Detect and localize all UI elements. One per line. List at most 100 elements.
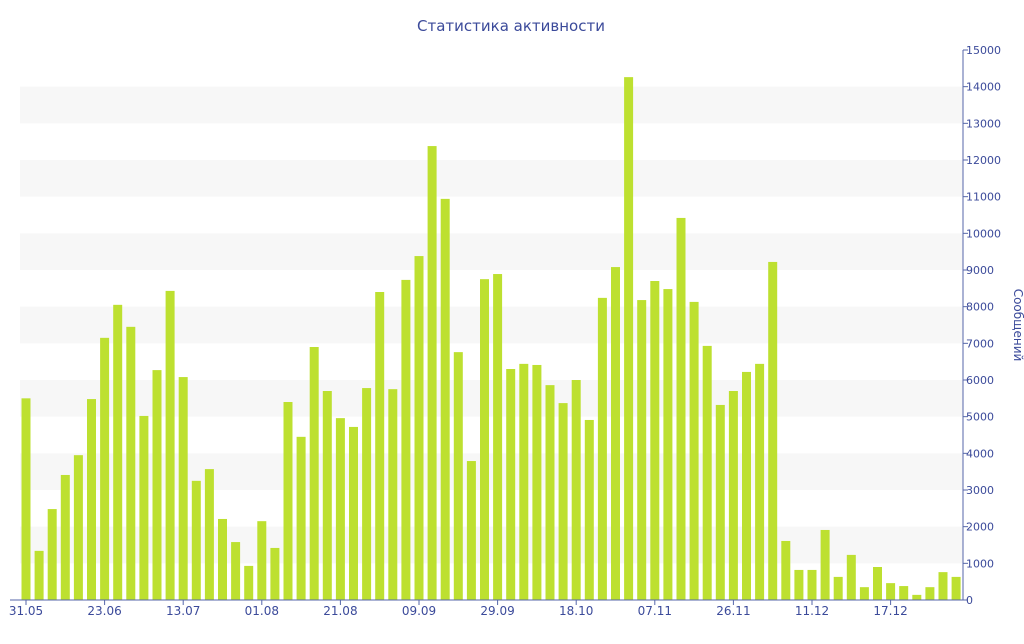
y-tick-label: 15000 (966, 44, 1001, 57)
bar (873, 567, 882, 600)
bar (47, 509, 57, 600)
y-tick-label: 3000 (966, 484, 994, 497)
y-tick-label: 9000 (966, 264, 994, 277)
bar (715, 404, 725, 600)
bar (73, 455, 83, 600)
bar (833, 576, 843, 600)
bar (375, 292, 385, 600)
bar (453, 352, 463, 600)
bar (899, 586, 909, 600)
grid-band (20, 233, 963, 270)
bar (218, 518, 227, 600)
bar (100, 337, 110, 600)
x-tick-label: 26.11 (716, 604, 750, 618)
bar (820, 529, 830, 600)
bar (60, 474, 70, 600)
bar (951, 576, 961, 600)
bar (231, 542, 241, 600)
bar (270, 547, 280, 600)
grid-band (20, 380, 963, 417)
x-tick-label: 21.08 (323, 604, 357, 618)
x-tick-label: 11.12 (795, 604, 829, 618)
bar (859, 587, 869, 600)
y-tick-label: 12000 (966, 154, 1001, 167)
bar (401, 279, 411, 600)
bar (886, 583, 896, 600)
chart-title: Статистика активности (417, 17, 605, 35)
bar (558, 403, 568, 600)
bar (204, 469, 214, 600)
bar (663, 289, 673, 600)
bar (584, 419, 594, 600)
y-tick-label: 10000 (966, 227, 1001, 240)
bar (807, 569, 817, 600)
bar (781, 540, 791, 600)
bar (702, 345, 712, 600)
x-tick-label: 07.11 (638, 604, 672, 618)
bar (637, 300, 647, 600)
y-tick-label: 2000 (966, 521, 994, 534)
bar (532, 364, 542, 600)
x-tick-label: 09.09 (402, 604, 436, 618)
bar (322, 391, 332, 600)
y-tick-label: 11000 (966, 191, 1001, 204)
bar (480, 279, 489, 600)
bar (335, 418, 345, 600)
bar (244, 565, 254, 600)
bar (846, 554, 856, 600)
bar (21, 398, 31, 600)
bar (178, 377, 188, 600)
bar (650, 281, 660, 600)
bar (257, 521, 267, 600)
x-tick-label: 17.12 (873, 604, 907, 618)
bar (571, 380, 581, 600)
bar (283, 402, 293, 600)
y-tick-label: 13000 (966, 117, 1001, 130)
y-axis-label: Сообщений (1011, 289, 1024, 362)
y-tick-label: 5000 (966, 411, 994, 424)
x-tick-label: 23.06 (87, 604, 121, 618)
bar (545, 385, 555, 600)
bar (493, 274, 503, 600)
y-tick-label: 8000 (966, 301, 994, 314)
bar (34, 550, 44, 600)
bar (506, 369, 516, 600)
y-tick-label: 14000 (966, 81, 1001, 94)
y-tick-label: 7000 (966, 337, 994, 350)
bar (676, 217, 686, 600)
bar (742, 371, 751, 600)
bar (794, 569, 804, 600)
x-tick-label: 18.10 (559, 604, 593, 618)
x-tick-label: 31.05 (9, 604, 43, 618)
bar (191, 480, 201, 600)
bar (414, 256, 424, 600)
bar (139, 415, 149, 600)
bar (466, 461, 476, 600)
grid-band (20, 160, 963, 197)
bar (728, 391, 738, 600)
bar (624, 77, 634, 601)
grid-band (20, 306, 963, 344)
bar (152, 370, 162, 600)
bar (388, 389, 398, 600)
bar (440, 198, 450, 600)
bar (597, 297, 607, 600)
y-tick-label: 4000 (966, 447, 994, 460)
bar (519, 363, 529, 600)
bar (87, 399, 96, 600)
bar (362, 388, 372, 600)
x-tick-label: 13.07 (166, 604, 200, 618)
bar (349, 426, 358, 600)
x-tick-label: 29.09 (480, 604, 514, 618)
bar (912, 594, 922, 600)
bar (309, 347, 319, 600)
bar (611, 267, 620, 600)
bar (689, 301, 699, 600)
bar (113, 304, 123, 600)
grid-band (20, 526, 963, 564)
bar (768, 261, 778, 600)
y-tick-label: 6000 (966, 374, 994, 387)
y-tick-label: 0 (966, 594, 973, 607)
bar (938, 572, 948, 600)
